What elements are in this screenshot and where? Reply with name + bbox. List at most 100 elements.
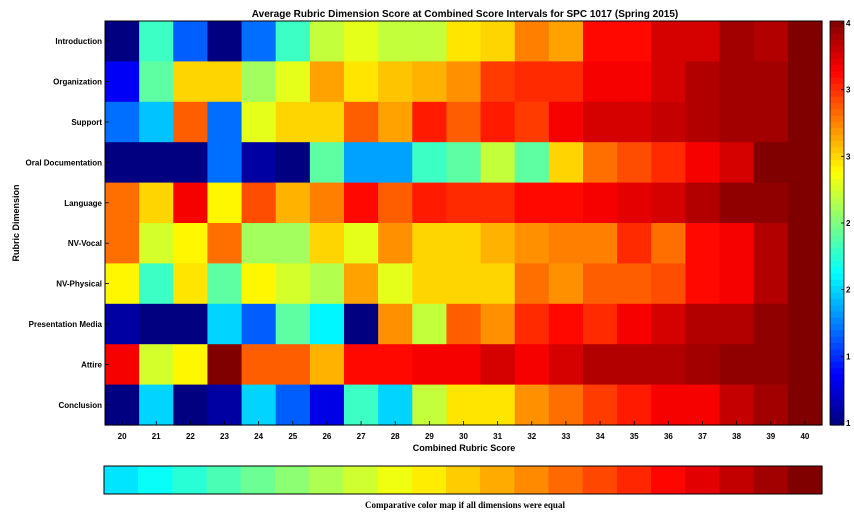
heatmap-cell — [412, 21, 448, 62]
x-tick-label: 37 — [698, 432, 707, 441]
heatmap-cell — [344, 223, 379, 264]
x-tick-label: 22 — [186, 432, 195, 441]
colorbar-swatch — [830, 317, 844, 325]
heatmap-cell — [787, 21, 823, 62]
heatmap-cell — [207, 182, 243, 224]
heatmap-cell — [446, 384, 482, 426]
heatmap-cell — [241, 61, 277, 103]
heatmap-cell — [207, 223, 243, 264]
heatmap-cell — [378, 223, 413, 264]
heatmap-cell — [617, 384, 652, 426]
heatmap-cell — [139, 101, 174, 143]
heatmap-cell — [548, 142, 584, 184]
comparative-colorbar-swatch — [240, 466, 276, 494]
heatmap-cell — [378, 101, 413, 143]
heatmap-cell — [719, 303, 755, 345]
colorbar-swatch — [830, 115, 844, 123]
heatmap-cell — [446, 263, 482, 305]
heatmap-cell — [617, 344, 652, 386]
colorbar-tick-label: 3 — [846, 86, 851, 95]
y-tick-label: Presentation Media — [29, 320, 103, 329]
heatmap-cell — [105, 263, 140, 305]
comparative-colorbar-swatch — [309, 466, 344, 494]
heatmap-cell — [583, 21, 618, 62]
heatmap-cell — [378, 21, 413, 62]
heatmap-cell — [548, 21, 584, 62]
colorbar-swatch — [830, 197, 844, 205]
heatmap-cell — [139, 344, 174, 386]
colorbar-swatch — [830, 241, 844, 249]
comparative-colorbar-swatch — [104, 466, 139, 494]
colorbar-swatch — [830, 286, 844, 294]
heatmap-cell — [344, 344, 379, 386]
heatmap-cell — [309, 223, 345, 264]
heatmap-cell — [651, 101, 687, 143]
heatmap-cell — [719, 344, 755, 386]
heatmap-cell — [207, 142, 243, 184]
heatmap-cell — [685, 61, 721, 103]
heatmap-cell — [685, 21, 721, 62]
x-axis-label: Combined Rubric Score — [413, 443, 516, 453]
y-tick-label: Language — [64, 199, 102, 208]
y-tick-label: NV-Vocal — [68, 239, 102, 248]
heatmap-cell — [685, 344, 721, 386]
x-tick-label: 20 — [118, 432, 127, 441]
heatmap-cell — [514, 263, 550, 305]
colorbar-tick-label: 1 — [846, 419, 851, 428]
heatmap-cell — [753, 182, 789, 224]
colorbar-swatch — [830, 210, 844, 218]
colorbar-tick-label: 1 — [846, 352, 851, 361]
heatmap-cell — [412, 182, 448, 224]
y-tick-label: NV-Physical — [56, 280, 102, 289]
colorbar-swatch — [830, 324, 844, 331]
heatmap-cell — [173, 61, 209, 103]
heatmap-cell — [685, 101, 721, 143]
comparative-colorbar-swatch — [787, 466, 823, 494]
heatmap-cell — [173, 182, 209, 224]
colorbar-swatch — [830, 361, 844, 369]
colorbar-swatch — [830, 122, 844, 129]
y-tick-label: Support — [71, 118, 102, 127]
comparative-colorbar-frame — [103, 465, 823, 495]
heatmap-cell — [309, 101, 345, 143]
y-tick-label: Organization — [53, 78, 102, 87]
heatmap-cell — [412, 263, 448, 305]
heatmap-cell — [173, 21, 209, 62]
heatmap-cell — [719, 61, 755, 103]
heatmap-cell — [583, 384, 618, 426]
heatmap-cell — [412, 61, 448, 103]
heatmap-cell — [309, 344, 345, 386]
heatmap-cell — [344, 142, 379, 184]
comparative-colorbar-swatch — [582, 466, 618, 494]
colorbar-swatch — [830, 39, 844, 47]
heatmap-cell — [275, 263, 311, 305]
chart-title: Average Rubric Dimension Score at Combin… — [252, 9, 678, 20]
heatmap-cell — [275, 344, 311, 386]
colorbar-swatch — [830, 90, 844, 98]
heatmap-cell — [378, 263, 413, 305]
heatmap-cell — [139, 142, 174, 184]
heatmap-cell — [241, 303, 277, 345]
colorbar-swatch — [830, 33, 844, 41]
colorbar-swatch — [830, 46, 844, 54]
heatmap-cell — [787, 303, 823, 345]
x-tick-label: 32 — [527, 432, 536, 441]
heatmap-cells — [105, 21, 823, 426]
heatmap-cell — [548, 303, 584, 345]
colorbar-swatch — [830, 273, 844, 281]
y-tick-labels: Introduction Organization Support Oral Docu… — [26, 37, 109, 410]
heatmap-cell — [685, 263, 721, 305]
heatmap-cell — [241, 223, 277, 264]
heatmap-cell — [173, 303, 209, 345]
heatmap-cell — [480, 142, 516, 184]
heatmap-cell — [719, 101, 755, 143]
colorbar-swatch — [830, 412, 844, 420]
comparative-colorbar-swatch — [172, 466, 208, 494]
heatmap-cell — [617, 223, 652, 264]
heatmap-cell — [309, 21, 345, 62]
heatmap-cell — [514, 223, 550, 264]
heatmap-cell — [309, 182, 345, 224]
colorbar-swatch — [830, 235, 844, 243]
comparative-colorbar-swatch — [548, 466, 584, 494]
colorbar-swatch — [830, 178, 844, 186]
